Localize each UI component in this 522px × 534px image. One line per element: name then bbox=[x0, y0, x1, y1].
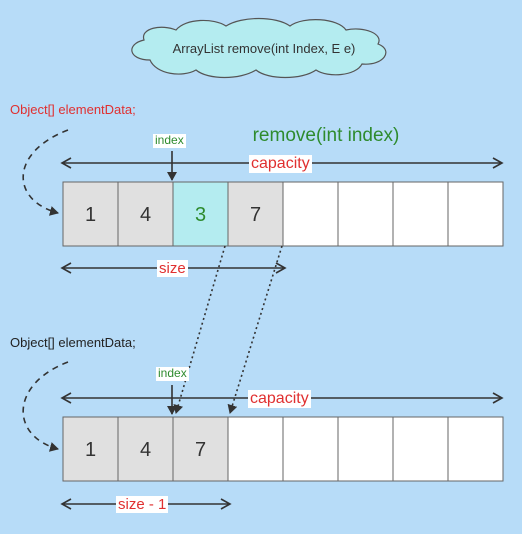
before-index-label: index bbox=[153, 133, 186, 148]
after-cell-6 bbox=[392, 416, 449, 482]
title-cloud bbox=[131, 17, 387, 79]
before-pointer-curve bbox=[22, 129, 69, 216]
after-index-label: index bbox=[156, 366, 189, 381]
before-cell-6 bbox=[392, 181, 449, 247]
before-cell-value-0: 1 bbox=[85, 204, 96, 226]
after-cell-2 bbox=[172, 416, 229, 482]
before-array: 1 4 3 7 bbox=[62, 181, 504, 247]
after-cell-1 bbox=[117, 416, 174, 482]
after-cell-4 bbox=[282, 416, 339, 482]
before-pointer-label: Object[] elementData; bbox=[10, 102, 136, 117]
after-cell-0 bbox=[62, 416, 119, 482]
shift-arrow-7-to-slot-2 bbox=[173, 245, 226, 414]
before-size-label: size bbox=[157, 260, 188, 278]
before-capacity-label: capacity bbox=[249, 155, 312, 174]
before-cell-value-3: 7 bbox=[250, 204, 261, 226]
before-cell-value-1: 4 bbox=[140, 204, 151, 226]
before-cell-7 bbox=[447, 181, 504, 247]
after-cell-value-0: 1 bbox=[85, 439, 96, 461]
after-cell-value-1: 4 bbox=[140, 439, 151, 461]
shift-arrow-empty-to-slot-3 bbox=[227, 245, 283, 414]
after-size-label: size - 1 bbox=[116, 496, 169, 514]
before-cell-0 bbox=[62, 181, 119, 247]
after-array: 1 4 7 bbox=[62, 416, 504, 482]
after-capacity-label: capacity bbox=[248, 390, 311, 409]
after-cell-3 bbox=[227, 416, 284, 482]
diagram-title: ArrayList remove(int Index, E e) bbox=[173, 41, 356, 56]
diagram-heading: remove(int index) bbox=[253, 125, 400, 146]
before-cell-4 bbox=[282, 181, 339, 247]
before-cell-3 bbox=[227, 181, 284, 247]
before-cell-2 bbox=[172, 181, 229, 247]
before-cell-value-2: 3 bbox=[195, 204, 206, 226]
after-cell-value-2: 7 bbox=[195, 439, 206, 461]
before-cell-5 bbox=[337, 181, 394, 247]
after-cell-7 bbox=[447, 416, 504, 482]
after-pointer-label: Object[] elementData; bbox=[10, 335, 136, 350]
after-cell-5 bbox=[337, 416, 394, 482]
after-pointer-curve bbox=[22, 361, 69, 452]
